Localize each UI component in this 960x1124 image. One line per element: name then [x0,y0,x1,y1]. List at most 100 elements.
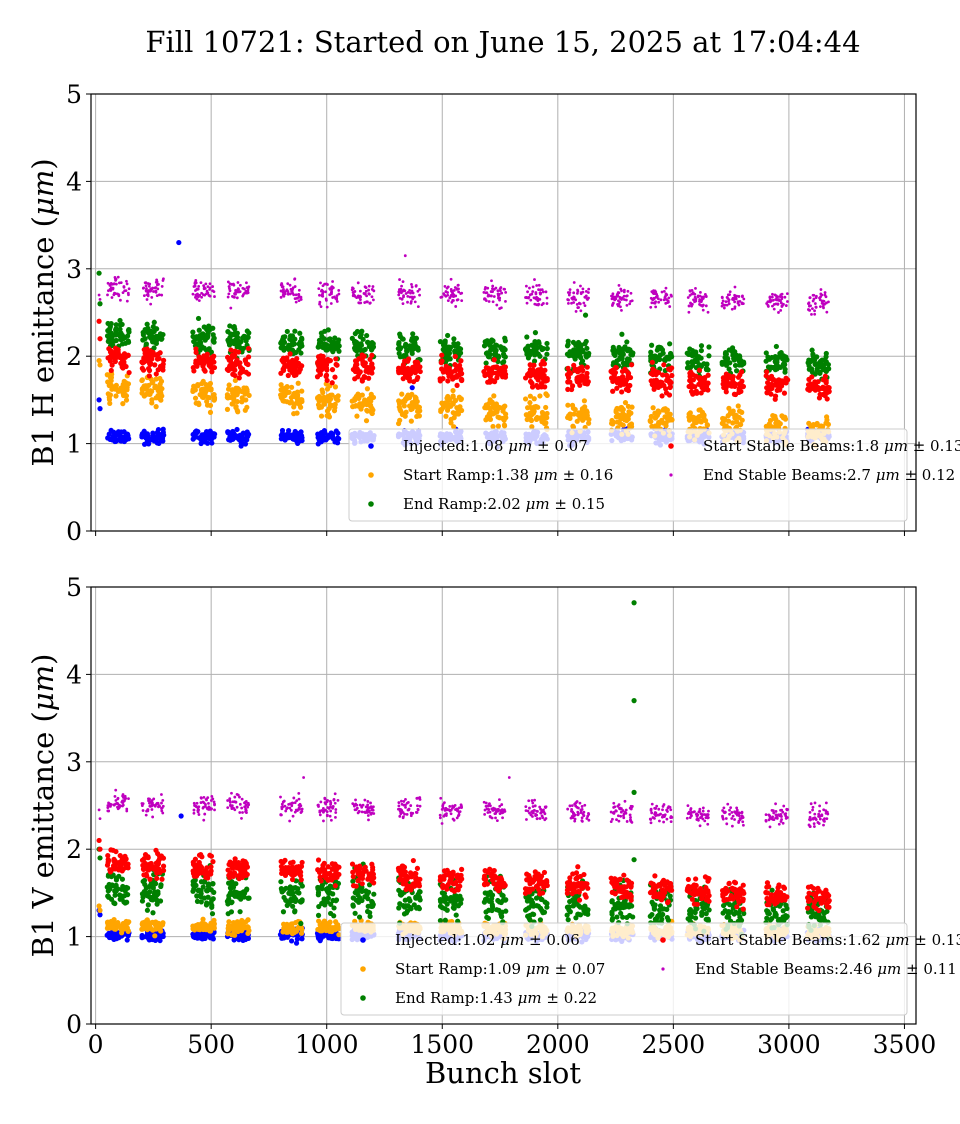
data-point [109,931,114,936]
data-point [583,296,586,299]
data-point [147,331,152,336]
data-point [243,408,248,413]
data-point [667,341,672,346]
data-point [298,344,303,349]
data-point [620,289,623,292]
data-point [666,356,671,361]
data-point [438,339,443,344]
data-point [207,346,212,351]
legend-entry: Start Stable Beams:1.8 μm ± 0.13 [703,437,960,455]
data-point [623,400,628,405]
data-point [731,409,736,414]
data-point [782,391,787,396]
data-point [191,437,196,442]
data-point [410,283,413,286]
data-point [139,378,144,383]
data-point [146,366,151,371]
data-point [576,345,581,350]
data-point [107,282,110,285]
data-point [287,390,292,395]
data-point [198,299,201,302]
data-point [228,287,231,290]
data-point [292,391,297,396]
data-point [499,286,502,289]
y-tick-label: 0 [66,517,82,546]
data-point [665,287,668,290]
data-point [318,936,323,941]
data-point [439,360,444,365]
data-point [650,366,655,371]
data-point [225,407,230,412]
data-point [328,393,333,398]
data-point [529,299,532,302]
data-point [321,354,326,359]
data-point [208,387,213,392]
data-point [630,292,633,295]
data-point [161,430,166,435]
data-point [158,382,163,387]
data-point [152,933,157,938]
data-point [496,289,499,292]
data-point [670,295,673,298]
data-point [150,380,155,385]
data-point [706,353,711,358]
data-point [242,293,245,296]
data-point [371,344,376,349]
data-point [766,385,771,390]
data-point [318,294,321,297]
data-point [213,290,216,293]
data-point [320,305,323,308]
data-point [693,293,696,296]
data-point [774,362,779,367]
data-point [825,295,828,298]
data-point [202,284,205,287]
data-point [330,367,335,372]
data-point [114,438,119,443]
data-point [245,281,248,284]
data-point [285,329,290,334]
data-point [739,300,742,303]
data-point [786,300,789,303]
data-point [454,383,459,388]
data-point [659,298,662,301]
data-point [282,345,287,350]
legend-entry: End Stable Beams:2.7 μm ± 0.12 [703,466,955,484]
data-point [696,375,701,380]
data-point [705,422,710,427]
series-end-ramp [96,271,831,384]
data-point [107,431,112,436]
data-point [813,313,816,316]
data-point [107,401,112,406]
data-point [205,359,210,364]
data-point [287,292,290,295]
data-point [627,290,630,293]
data-point [570,403,575,408]
data-point [664,296,667,299]
data-point [119,335,124,340]
data-point [333,384,338,389]
data-point [539,292,542,295]
data-point [813,309,816,312]
data-point [296,399,301,404]
data-point [619,332,624,337]
data-point [490,295,493,298]
data-point [235,409,240,414]
data-point [768,365,773,370]
data-point [243,441,248,446]
data-point [368,404,373,409]
data-point [113,359,118,364]
data-point [687,311,690,314]
data-point [443,414,448,419]
data-point [619,389,624,394]
data-point [334,396,339,401]
data-point [618,405,623,410]
data-point [286,373,291,378]
data-point [699,291,702,294]
data-point [151,350,156,355]
data-point [192,293,195,296]
data-point [566,375,571,380]
data-point [297,331,302,336]
data-point [577,368,582,373]
data-point [457,349,462,354]
data-point [668,351,673,356]
